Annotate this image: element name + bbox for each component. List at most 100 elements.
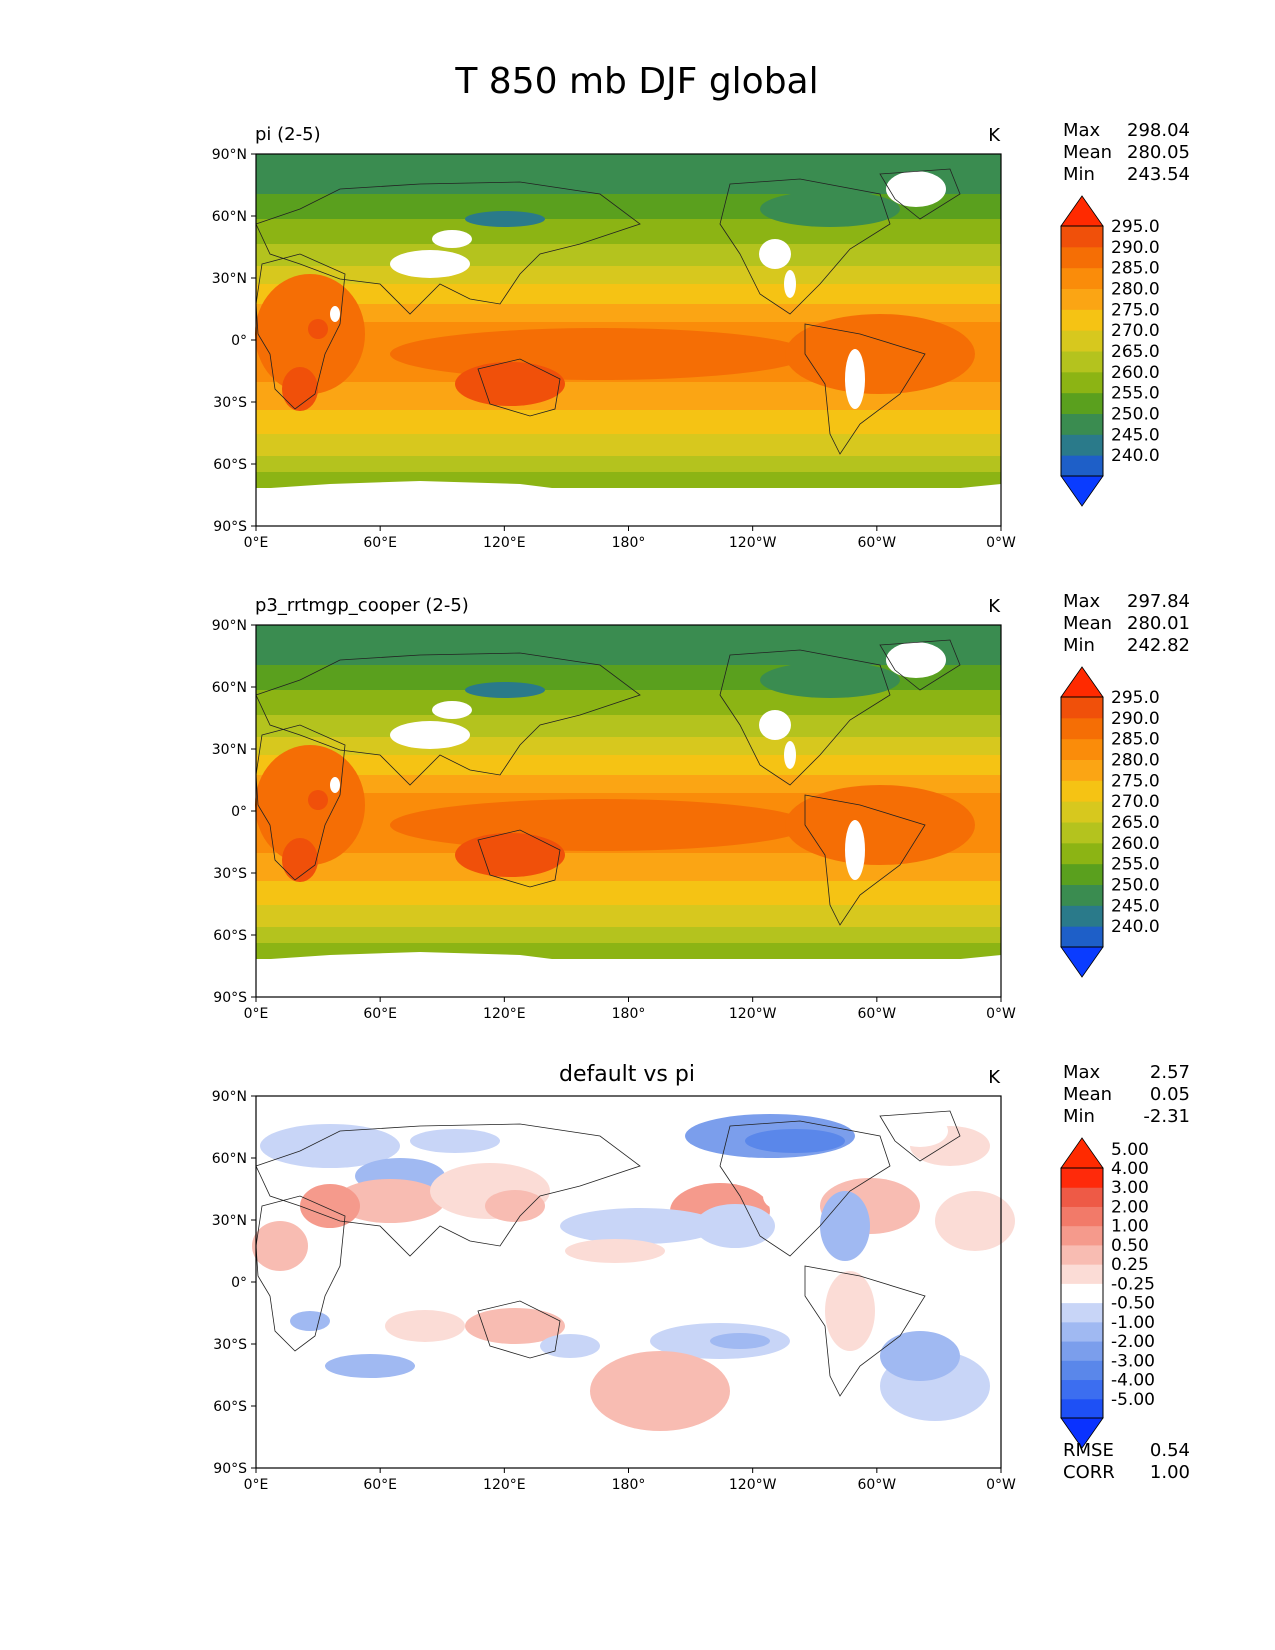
x-tick-label: 60°E [363,535,397,551]
colorbar-extend-max [1060,195,1104,227]
terrain-mask [845,349,865,409]
anomaly-region [560,1208,720,1244]
y-tick-label: 30°N [212,271,247,287]
terrain-mask [886,642,946,678]
colorbar-extend-max [1060,1137,1104,1169]
warm-region [785,314,975,394]
anomaly-region [300,1184,360,1228]
temperature-band [256,881,1001,905]
anomaly-region [290,1311,330,1331]
stats-box: Max 298.04 Mean 280.05 Min 243.54 [1063,120,1190,185]
colorbar-label: 275.0 [1111,771,1160,791]
hot-region [282,367,318,411]
colorbar-label: 245.0 [1111,425,1160,445]
colorbar-segment [1061,1244,1103,1265]
y-tick-label: 60°N [212,680,247,696]
anomaly-region [565,1239,665,1263]
colorbar-segment [1061,267,1103,289]
colorbar-segment [1061,884,1103,906]
y-tick-label: 90°S [213,990,247,1006]
panel-title: default vs pi [559,1062,695,1087]
stat-label: Min [1063,164,1095,185]
colorbar-segment [1061,226,1103,248]
stat-value: 0.54 [1150,1440,1190,1461]
anomaly-region [465,1308,565,1344]
antarctica-mask [256,952,1001,997]
colorbar-frame [1060,225,1104,477]
colorbar-segment [1061,288,1103,310]
colorbar-label: 250.0 [1111,405,1160,425]
x-tick-label: 120°W [729,1477,777,1493]
colorbar-segment [1061,1168,1103,1188]
panel-title: pi (2-5) [255,124,321,145]
x-tick-label: 120°E [483,1477,526,1493]
colorbar-frame [1060,696,1104,948]
colorbar-label: 255.0 [1111,855,1160,875]
anomaly-region [825,1271,875,1351]
stat-value: 280.01 [1127,613,1190,634]
colorbar-label: 255.0 [1111,384,1160,404]
anomaly-region [590,1351,730,1431]
warm-region [390,799,810,851]
temperature-band [256,410,1001,434]
x-tick-label: 60°W [857,1477,896,1493]
colorbar-label: -0.25 [1111,1274,1155,1294]
x-tick-label: 60°E [363,1477,397,1493]
coastline [804,1265,926,1397]
rmse-corr-box: RMSE 0.54 CORR 1.00 [1063,1440,1190,1483]
x-tick-label: 0°E [244,1477,269,1493]
temperature-band [256,219,1001,244]
colorbar-label: -1.00 [1111,1313,1155,1333]
stat-value: 1.00 [1150,1462,1190,1483]
colorbar-segment [1061,1321,1103,1342]
colorbar-label: 270.0 [1111,792,1160,812]
anomaly-region [540,1334,600,1358]
coastline [255,652,641,786]
x-tick-label: 120°E [483,535,526,551]
terrain-mask [763,1184,787,1208]
stat-value: 0.05 [1150,1084,1190,1105]
map-plot: 90°N 60°N 30°N 0° 30°S 60°S 90°S0°E 60°E 120°E 18… [212,147,1016,551]
temperature-band [256,905,1001,927]
colorbar-segment [1061,926,1103,948]
temperature-band [256,266,1001,284]
y-tick-label: 90°N [212,147,247,163]
colorbar-label: 265.0 [1111,342,1160,362]
coastline [477,829,561,888]
colorbar-label: 5.00 [1111,1140,1149,1160]
y-tick-label: 90°S [213,1461,247,1477]
colorbar-segment [1061,413,1103,435]
colorbar-label: 2.00 [1111,1197,1149,1217]
colorbar-label: 270.0 [1111,321,1160,341]
colorbar-label: 285.0 [1111,259,1160,279]
colorbar-label: 250.0 [1111,876,1160,896]
terrain-mask [892,1115,948,1147]
hot-region [308,790,328,810]
stat-label: Max [1063,1062,1101,1083]
colorbar-label: 240.0 [1111,446,1160,466]
anomaly-region [695,1204,775,1248]
temperature-band [256,434,1001,456]
anomaly-region [935,1191,1015,1251]
y-tick-label: 30°N [212,742,247,758]
y-tick-label: 60°N [212,1151,247,1167]
y-tick-label: 30°S [213,1337,247,1353]
colorbar-segment [1061,1302,1103,1323]
x-tick-label: 0°W [986,535,1016,551]
y-tick-label: 30°N [212,1213,247,1229]
x-tick-label: 180° [612,1006,646,1022]
units-label: K [988,596,1001,617]
colorbar-label: -0.50 [1111,1294,1155,1314]
panel-difference: default vs pi K 90°N60°N30°N0°30°S60°S90… [212,1062,1190,1493]
x-tick-label: 120°W [729,1006,777,1022]
y-tick-label: 60°N [212,209,247,225]
colorbar: 240.0245.0250.0255.0260.0265.0270.0275.0… [1060,666,1160,978]
colorbar-label: 4.00 [1111,1159,1149,1179]
y-tick-label: 0° [231,333,247,349]
coastline [804,794,926,926]
colorbar-label: 240.0 [1111,917,1160,937]
panel-p3-rrtmgp-cooper: p3_rrtmgp_cooper (2-5) K 90°N 60°N 30°N 0° 3… [212,591,1190,1022]
colorbar-label: 290.0 [1111,238,1160,258]
stat-label: Max [1063,591,1101,612]
stat-label: Min [1063,635,1095,656]
